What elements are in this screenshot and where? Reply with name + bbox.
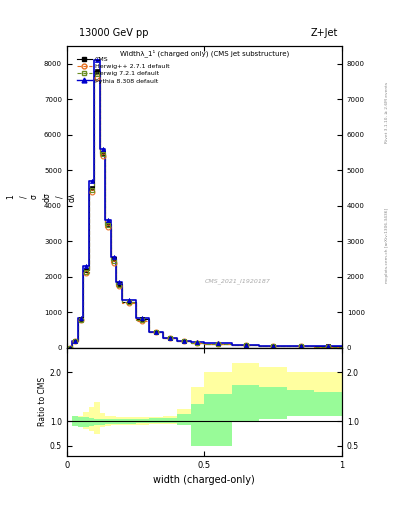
Text: Widthλ_1¹ (charged only) (CMS jet substructure): Widthλ_1¹ (charged only) (CMS jet substr…: [120, 49, 289, 57]
Text: Z+Jet: Z+Jet: [310, 28, 338, 38]
Legend: CMS, Herwig++ 2.7.1 default, Herwig 7.2.1 default, Pythia 8.308 default: CMS, Herwig++ 2.7.1 default, Herwig 7.2.…: [75, 55, 171, 85]
Y-axis label: Ratio to CMS: Ratio to CMS: [38, 377, 47, 426]
Text: Rivet 3.1.10, ≥ 2.6M events: Rivet 3.1.10, ≥ 2.6M events: [385, 82, 389, 143]
Text: CMS_2021_I1920187: CMS_2021_I1920187: [204, 279, 270, 284]
Text: mcplots.cern.ch [arXiv:1306.3436]: mcplots.cern.ch [arXiv:1306.3436]: [385, 208, 389, 283]
Text: 13000 GeV pp: 13000 GeV pp: [79, 28, 148, 38]
Y-axis label: $\mathrm{1}$
$\mathrm{/}$
$\mathrm{\sigma}$
$\mathrm{d\sigma}$
$\mathrm{/}$
$\ma: $\mathrm{1}$ $\mathrm{/}$ $\mathrm{\sigm…: [5, 191, 77, 203]
X-axis label: width (charged-only): width (charged-only): [154, 475, 255, 485]
